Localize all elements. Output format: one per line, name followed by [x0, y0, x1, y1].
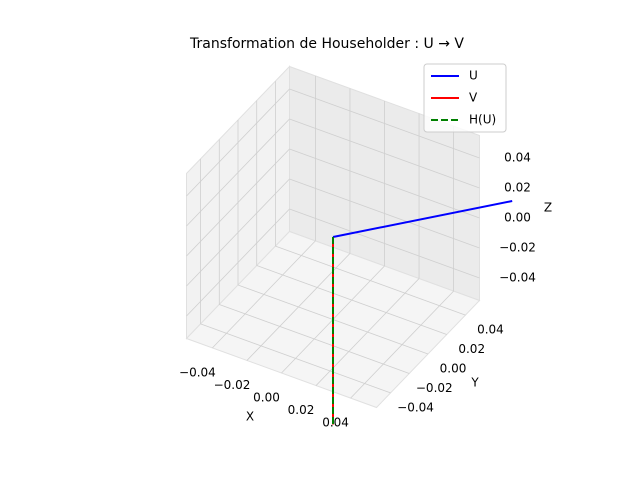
grid-line	[289, 148, 480, 219]
tick-label: 0.00	[253, 391, 280, 405]
grid-line	[186, 178, 290, 287]
grid-line	[219, 304, 410, 374]
grid-line	[186, 118, 290, 227]
grid-line	[200, 323, 391, 394]
grid-line	[289, 118, 480, 189]
tick-label: −0.02	[416, 381, 453, 395]
tick-label: 0.04	[322, 416, 349, 430]
grid-line	[289, 178, 480, 249]
tick-label: −0.04	[499, 271, 536, 285]
tick-label: −0.02	[499, 241, 536, 255]
lines	[332, 200, 513, 425]
series-line	[332, 200, 513, 238]
legend-box	[423, 63, 507, 133]
legend-label: U	[469, 69, 478, 83]
grid-line	[289, 208, 480, 279]
grid-line	[275, 245, 466, 316]
tick-label: 0.02	[288, 403, 315, 417]
grid-line	[186, 208, 290, 317]
y-axis-label: Y	[470, 376, 479, 390]
tick-label: 0.02	[504, 181, 531, 195]
tick-label: 0.00	[504, 211, 531, 225]
chart-title: Transformation de Householder : U → V	[189, 36, 464, 52]
tick-label: 0.02	[458, 342, 485, 356]
tick-label: 0.04	[504, 151, 531, 165]
tick-label: −0.02	[214, 378, 251, 392]
x-axis-label: X	[246, 410, 254, 424]
legend-label: H(U)	[469, 113, 496, 127]
tick-label: −0.04	[179, 365, 216, 379]
grid-line	[256, 265, 447, 335]
tick-label: −0.04	[397, 400, 434, 414]
grid-line	[186, 148, 290, 257]
z-axis-label: Z	[544, 201, 552, 215]
grid-line	[289, 88, 480, 159]
grid-line	[186, 88, 290, 197]
tick-label: 0.04	[477, 323, 504, 337]
tick-label: 0.00	[440, 362, 467, 376]
legend: UV H(U)	[423, 63, 507, 133]
legend-label: V	[469, 91, 478, 105]
